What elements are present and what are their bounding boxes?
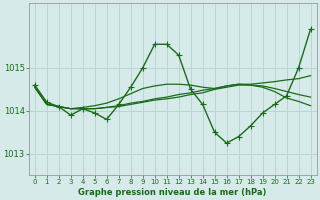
X-axis label: Graphe pression niveau de la mer (hPa): Graphe pression niveau de la mer (hPa) <box>78 188 267 197</box>
